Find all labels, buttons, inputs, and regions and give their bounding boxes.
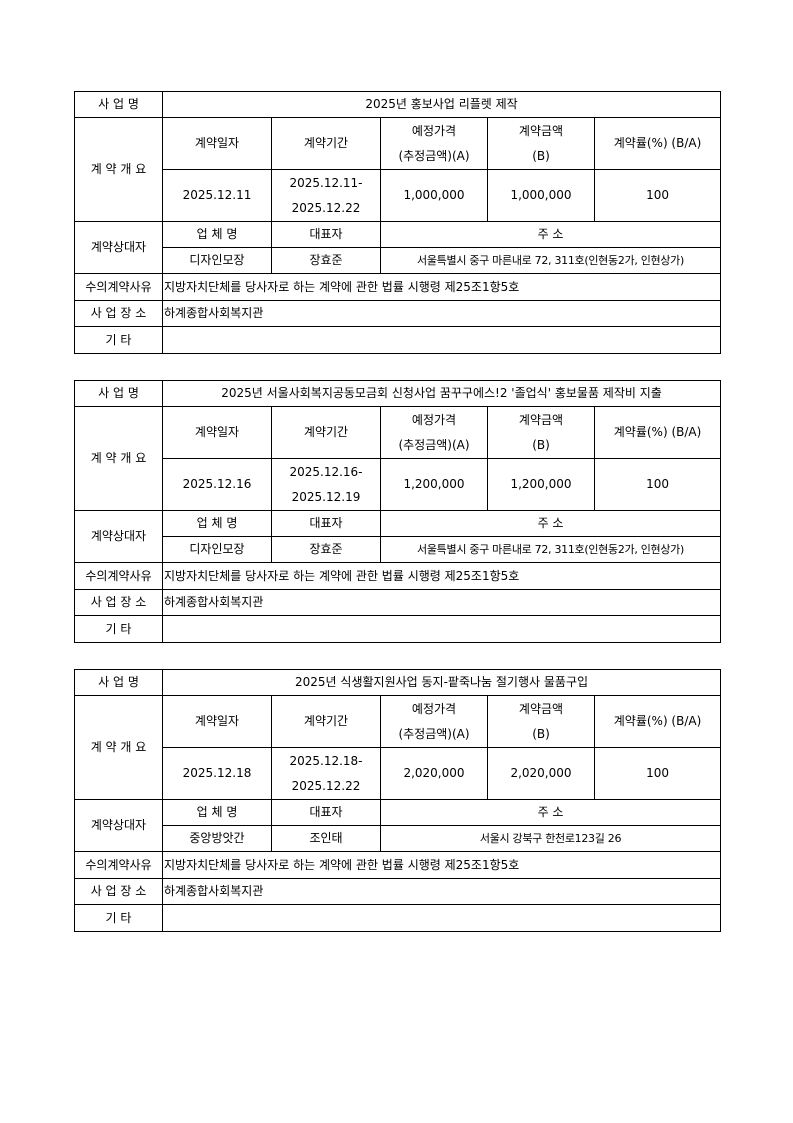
project-name-label: 사 업 명 xyxy=(74,380,163,407)
contract-date-header: 계약일자 xyxy=(162,695,272,748)
contract-amount-header: 계약금액 (B) xyxy=(487,117,595,170)
etc-label: 기 타 xyxy=(74,326,163,354)
contract-table: 사 업 명 2025년 홍보사업 리플렛 제작 계 약 개 요 계약일자 계약기간… xyxy=(74,91,722,354)
etc-value xyxy=(161,326,722,354)
location-label: 사 업 장 소 xyxy=(74,300,163,327)
contract-period-header: 계약기간 xyxy=(271,406,381,459)
overview-label: 계 약 개 요 xyxy=(74,117,163,222)
contract-period-header: 계약기간 xyxy=(271,117,381,170)
contract-table: 사 업 명 2025년 서울사회복지공동모금회 신청사업 꿈꾸구에스!2 '졸업식… xyxy=(74,380,722,643)
contract-period-header: 계약기간 xyxy=(271,695,381,748)
reason-value: 지방자치단체를 당사자로 하는 계약에 관한 법률 시행령 제25조1항5호 xyxy=(161,562,722,590)
counterparty-label: 계약상대자 xyxy=(74,221,163,274)
contract-date-value: 2025.12.18 xyxy=(162,747,272,800)
company-name-header: 업 체 명 xyxy=(162,510,272,537)
project-name-value: 2025년 홍보사업 리플렛 제작 xyxy=(161,91,722,118)
contract-date-header: 계약일자 xyxy=(162,406,272,459)
contract-rate-header: 계약률(%) (B/A) xyxy=(593,117,722,170)
overview-label: 계 약 개 요 xyxy=(74,695,163,800)
contract-period-value: 2025.12.18- 2025.12.22 xyxy=(271,747,381,800)
contract-period-value: 2025.12.16- 2025.12.19 xyxy=(271,458,381,511)
project-name-value: 2025년 서울사회복지공동모금회 신청사업 꿈꾸구에스!2 '졸업식' 홍보물… xyxy=(161,380,722,407)
reason-value: 지방자치단체를 당사자로 하는 계약에 관한 법률 시행령 제25조1항5호 xyxy=(161,273,722,301)
location-value: 하계종합사회복지관 xyxy=(161,878,722,905)
company-name-value: 중앙방앗간 xyxy=(162,825,272,852)
contract-rate-value: 100 xyxy=(593,747,722,800)
location-label: 사 업 장 소 xyxy=(74,878,163,905)
etc-value xyxy=(161,615,722,643)
representative-value: 장효준 xyxy=(271,247,381,274)
project-name-label: 사 업 명 xyxy=(74,91,163,118)
contract-rate-header: 계약률(%) (B/A) xyxy=(593,695,722,748)
counterparty-label: 계약상대자 xyxy=(74,799,163,852)
contract-date-header: 계약일자 xyxy=(162,117,272,170)
contract-amount-value: 1,200,000 xyxy=(487,458,595,511)
contract-amount-value: 2,020,000 xyxy=(487,747,595,800)
address-value: 서울시 강북구 한천로123길 26 xyxy=(379,825,722,852)
company-name-value: 디자인모장 xyxy=(162,247,272,274)
representative-value: 장효준 xyxy=(271,536,381,563)
contract-amount-header: 계약금액 (B) xyxy=(487,406,595,459)
project-name-label: 사 업 명 xyxy=(74,669,163,696)
address-value: 서울특별시 중구 마른내로 72, 311호(인현동2가, 인현상가) xyxy=(379,536,722,563)
contract-date-value: 2025.12.16 xyxy=(162,458,272,511)
overview-label: 계 약 개 요 xyxy=(74,406,163,511)
contract-table: 사 업 명 2025년 식생활지원사업 동지-팥죽나눔 절기행사 물품구입 계 약… xyxy=(74,669,722,932)
contract-rate-header: 계약률(%) (B/A) xyxy=(593,406,722,459)
etc-label: 기 타 xyxy=(74,904,163,932)
contract-rate-value: 100 xyxy=(593,169,722,222)
estimated-price-value: 1,000,000 xyxy=(380,169,488,222)
estimated-price-header: 예정가격 (추정금액)(A) xyxy=(380,117,488,170)
contract-amount-value: 1,000,000 xyxy=(487,169,595,222)
representative-header: 대표자 xyxy=(271,799,381,826)
contract-amount-header: 계약금액 (B) xyxy=(487,695,595,748)
reason-label: 수의계약사유 xyxy=(74,273,163,301)
address-header: 주 소 xyxy=(379,510,722,537)
address-value: 서울특별시 중구 마른내로 72, 311호(인현동2가, 인현상가) xyxy=(379,247,722,274)
representative-header: 대표자 xyxy=(271,510,381,537)
location-label: 사 업 장 소 xyxy=(74,589,163,616)
counterparty-label: 계약상대자 xyxy=(74,510,163,563)
estimated-price-value: 1,200,000 xyxy=(380,458,488,511)
representative-value: 조인태 xyxy=(271,825,381,852)
contract-date-value: 2025.12.11 xyxy=(162,169,272,222)
project-name-value: 2025년 식생활지원사업 동지-팥죽나눔 절기행사 물품구입 xyxy=(161,669,722,696)
reason-label: 수의계약사유 xyxy=(74,562,163,590)
representative-header: 대표자 xyxy=(271,221,381,248)
etc-value xyxy=(161,904,722,932)
location-value: 하계종합사회복지관 xyxy=(161,589,722,616)
company-name-header: 업 체 명 xyxy=(162,221,272,248)
reason-value: 지방자치단체를 당사자로 하는 계약에 관한 법률 시행령 제25조1항5호 xyxy=(161,851,722,879)
contract-rate-value: 100 xyxy=(593,458,722,511)
etc-label: 기 타 xyxy=(74,615,163,643)
company-name-value: 디자인모장 xyxy=(162,536,272,563)
reason-label: 수의계약사유 xyxy=(74,851,163,879)
address-header: 주 소 xyxy=(379,221,722,248)
contract-period-value: 2025.12.11- 2025.12.22 xyxy=(271,169,381,222)
location-value: 하계종합사회복지관 xyxy=(161,300,722,327)
estimated-price-value: 2,020,000 xyxy=(380,747,488,800)
company-name-header: 업 체 명 xyxy=(162,799,272,826)
address-header: 주 소 xyxy=(379,799,722,826)
estimated-price-header: 예정가격 (추정금액)(A) xyxy=(380,406,488,459)
estimated-price-header: 예정가격 (추정금액)(A) xyxy=(380,695,488,748)
